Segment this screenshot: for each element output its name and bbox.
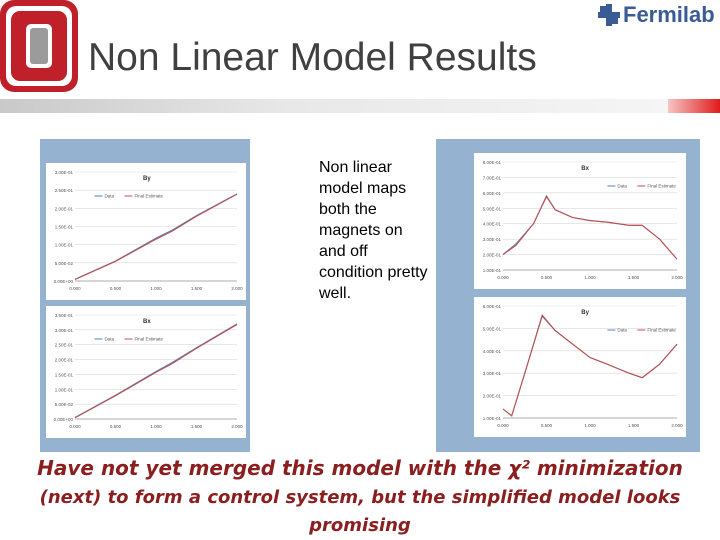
header-divider bbox=[0, 99, 720, 113]
legend-label: Data bbox=[104, 194, 114, 199]
x-tick-label: 0.500 bbox=[110, 286, 122, 291]
chart-card-right-top: 1.00E-01 2.00E-01 3.00E-01 4.00E-01 5.00E-01… bbox=[474, 153, 686, 289]
x-tick-label: 0.500 bbox=[110, 424, 122, 429]
y-tick-label: 1.00E-01 bbox=[483, 268, 502, 273]
legend-label: Final Estimate bbox=[647, 184, 676, 189]
conclusion-line-3: promising bbox=[309, 515, 411, 536]
y-tick-label: 7.00E-01 bbox=[483, 175, 502, 180]
series-line-data bbox=[74, 193, 238, 280]
y-tick-label: 5.00E-02 bbox=[55, 402, 74, 407]
x-tick-label: 2.000 bbox=[671, 423, 683, 428]
y-tick-label: 2.00E-01 bbox=[483, 394, 502, 399]
series-line-fit bbox=[502, 195, 678, 260]
x-tick-label: 0.000 bbox=[497, 275, 509, 280]
y-tick-label: 1.50E-01 bbox=[55, 372, 74, 377]
y-tick-label: 5.00E-01 bbox=[483, 206, 502, 211]
y-tick-label: 4.00E-01 bbox=[483, 349, 502, 354]
y-tick-label: 2.00E-01 bbox=[55, 358, 74, 363]
legend-label: Data bbox=[617, 328, 627, 333]
series-line-fit bbox=[74, 324, 238, 419]
chart-by-right: 1.00E-01 2.00E-01 3.00E-01 4.00E-01 5.00E-01… bbox=[483, 304, 683, 428]
chart-bx-right: 1.00E-01 2.00E-01 3.00E-01 4.00E-01 5.00E-01… bbox=[483, 160, 683, 280]
x-tick-label: 2.000 bbox=[231, 286, 243, 291]
x-tick-label: 0.000 bbox=[497, 423, 509, 428]
chart-card-left-top: 0.00E+00 5.00E-02 1.00E-01 1.50E-01 2.00E-01… bbox=[46, 163, 246, 300]
chart-title: By bbox=[581, 310, 589, 316]
x-tick-label: 1.500 bbox=[628, 275, 640, 280]
conclusion-line-1: Have not yet merged this model with the … bbox=[37, 456, 683, 480]
chart-title: By bbox=[143, 176, 151, 182]
y-tick-label: 6.00E-01 bbox=[483, 191, 502, 196]
x-tick-label: 2.000 bbox=[671, 275, 683, 280]
chart-by-left: 0.00E+00 5.00E-02 1.00E-01 1.50E-01 2.00E-01… bbox=[54, 170, 244, 291]
legend-label: Data bbox=[617, 184, 627, 189]
series-line-fit bbox=[502, 315, 678, 417]
y-tick-label: 1.00E-01 bbox=[55, 243, 74, 248]
y-tick-label: 3.00E-01 bbox=[55, 170, 74, 175]
y-tick-label: 6.00E-01 bbox=[483, 304, 502, 309]
ohio-state-block-o-icon bbox=[0, 0, 78, 92]
y-tick-label: 0.00E+00 bbox=[54, 417, 74, 422]
chart-card-right-bottom: 1.00E-01 2.00E-01 3.00E-01 4.00E-01 5.00E-01… bbox=[474, 297, 686, 437]
y-tick-label: 2.00E-01 bbox=[483, 253, 502, 258]
fermilab-logo-text: Fermilab bbox=[623, 2, 715, 27]
slide-title: Non Linear Model Results bbox=[88, 36, 537, 79]
y-tick-label: 3.00E-01 bbox=[55, 328, 74, 333]
conclusion-line-2: (next) to form a control system, but the… bbox=[39, 487, 681, 508]
chart-bx-left: 0.00E+00 5.00E-02 1.00E-01 1.50E-01 2.00E-01… bbox=[54, 313, 244, 429]
y-tick-label: 4.00E-01 bbox=[483, 222, 502, 227]
legend-label: Final Estimate bbox=[134, 194, 163, 199]
x-tick-label: 0.500 bbox=[541, 275, 553, 280]
y-tick-label: 1.50E-01 bbox=[55, 225, 74, 230]
fermilab-logo-icon bbox=[598, 4, 620, 26]
x-tick-label: 1.000 bbox=[584, 275, 596, 280]
y-tick-label: 3.50E-01 bbox=[55, 313, 74, 318]
chart-title: Bx bbox=[581, 166, 589, 172]
fermilab-brand: Fermilab bbox=[598, 2, 715, 28]
x-tick-label: 0.500 bbox=[541, 423, 553, 428]
series-line-fit bbox=[74, 193, 238, 281]
y-tick-label: 5.00E-01 bbox=[483, 326, 502, 331]
y-tick-label: 1.00E-01 bbox=[55, 387, 74, 392]
y-tick-label: 2.50E-01 bbox=[55, 343, 74, 348]
y-tick-label: 2.00E-01 bbox=[55, 206, 74, 211]
x-tick-label: 1.000 bbox=[150, 424, 162, 429]
x-tick-label: 1.500 bbox=[191, 424, 203, 429]
x-tick-label: 2.000 bbox=[231, 424, 243, 429]
x-tick-label: 1.500 bbox=[191, 286, 203, 291]
series-line-data bbox=[502, 194, 678, 260]
legend-label: Final Estimate bbox=[647, 328, 676, 333]
y-tick-label: 1.00E-01 bbox=[483, 416, 502, 421]
y-tick-label: 2.50E-01 bbox=[55, 188, 74, 193]
y-tick-label: 5.00E-02 bbox=[55, 261, 74, 266]
chart-card-left-bottom: 0.00E+00 5.00E-02 1.00E-01 1.50E-01 2.00E-01… bbox=[46, 306, 246, 438]
y-tick-label: 3.00E-01 bbox=[483, 237, 502, 242]
legend-label: Final Estimate bbox=[134, 337, 163, 342]
x-tick-label: 0.000 bbox=[69, 424, 81, 429]
header-divider-accent bbox=[668, 99, 720, 113]
y-tick-label: 0.00E+00 bbox=[54, 279, 74, 284]
y-tick-label: 3.00E-01 bbox=[483, 371, 502, 376]
x-tick-label: 1.000 bbox=[584, 423, 596, 428]
x-tick-label: 1.500 bbox=[628, 423, 640, 428]
y-tick-label: 8.00E-01 bbox=[483, 160, 502, 165]
x-tick-label: 1.000 bbox=[150, 286, 162, 291]
legend-label: Data bbox=[104, 337, 114, 342]
caption-text: Non linear model maps both the magnets o… bbox=[319, 159, 428, 302]
x-tick-label: 0.000 bbox=[69, 286, 81, 291]
chart-title: Bx bbox=[143, 319, 151, 325]
